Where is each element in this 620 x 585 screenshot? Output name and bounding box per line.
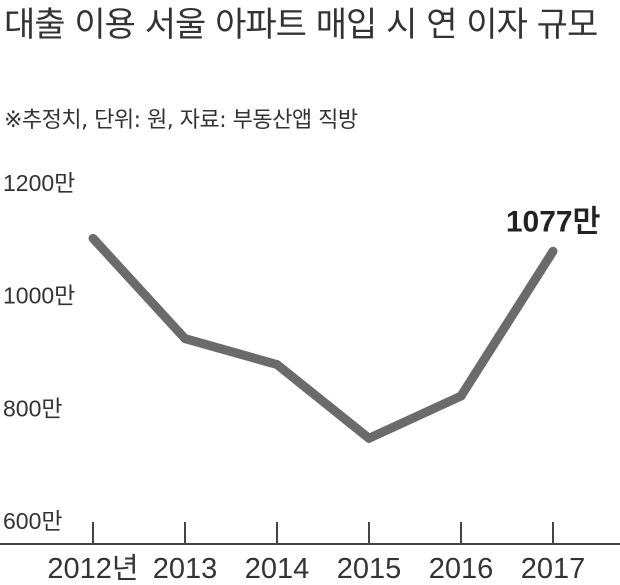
data-point-2015 [364,433,374,443]
y-axis-ticks: 600만 800만 1000만 1200만 [3,170,75,534]
x-tick-label: 2013 [153,553,218,585]
data-points [88,233,558,443]
chart-note: ※추정치, 단위: 원, 자료: 부동산앱 직방 [4,108,358,133]
data-point-2017 [548,246,558,256]
data-point-2014 [272,360,282,370]
data-label-2017: 1077만 [506,205,601,238]
y-tick-label: 1000만 [3,283,75,309]
x-tick-label: 2015 [337,553,402,585]
x-tick-label: 2012년 [47,553,138,585]
x-tick-label: 2016 [429,553,494,585]
chart-title: 대출 이용 서울 아파트 매입 시 연 이자 규모 [4,5,598,45]
x-tick-label: 2014 [245,553,310,585]
data-point-2012년 [88,233,98,243]
y-tick-label: 1200만 [3,170,75,196]
x-tick-label: 2017 [521,553,586,585]
series-line [89,235,557,443]
data-point-2016 [456,391,466,401]
y-tick-label: 800만 [3,395,63,421]
data-point-2013 [180,334,190,344]
x-axis-ticks: 2012년 2013 2014 2015 2016 2017 [47,522,585,585]
y-tick-label: 600만 [3,508,63,534]
